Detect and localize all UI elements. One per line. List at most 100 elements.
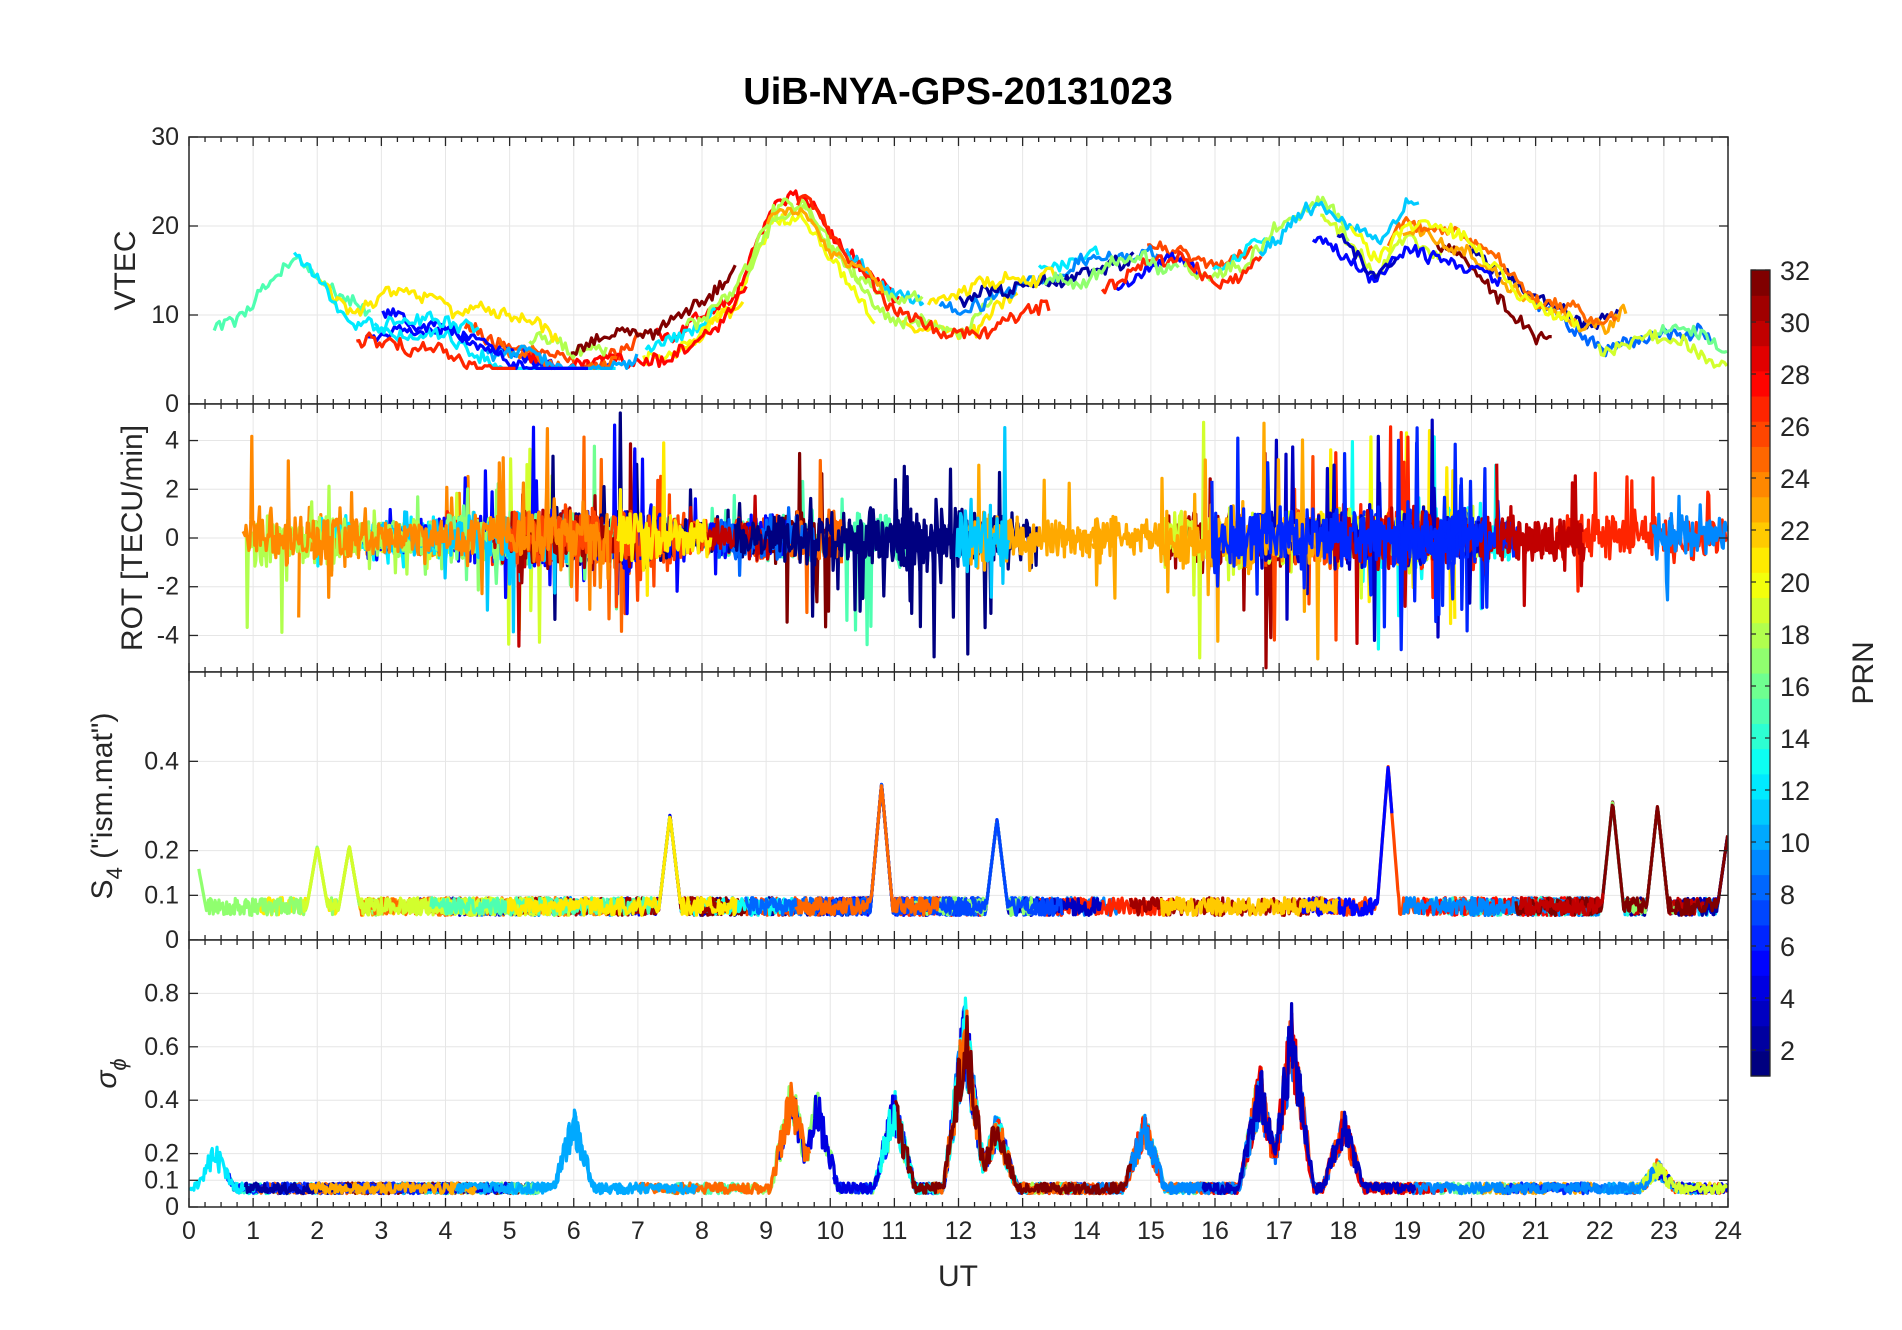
tick-marks <box>188 136 1729 405</box>
colorbar-segment <box>1751 798 1770 825</box>
series-lines <box>212 189 1728 370</box>
colorbar-segment <box>1751 370 1770 397</box>
y-tick-label: 0.4 <box>144 747 179 775</box>
x-tick-label: 9 <box>759 1217 773 1245</box>
colorbar-segment <box>1751 824 1770 850</box>
x-tick-label: 24 <box>1714 1217 1742 1245</box>
colorbar-segment <box>1751 673 1770 699</box>
y-tick-label: 0 <box>165 1193 179 1221</box>
y-tick-label: 20 <box>151 212 179 240</box>
colorbar-segment <box>1751 521 1770 548</box>
x-tick-label: 4 <box>439 1217 453 1245</box>
colorbar-tick-label: 4 <box>1780 984 1795 1014</box>
colorbar-tick-label: 16 <box>1780 672 1810 702</box>
series-line-prn-26 <box>463 321 646 370</box>
series-line-prn-9 <box>1651 494 1728 602</box>
series-line-prn-17 <box>1043 249 1180 290</box>
panel-s4: 0 0.1 0.2 0.4 S4 ("ism.mat") <box>86 671 1729 954</box>
series-line-prn-11 <box>955 426 1011 599</box>
tick-marks <box>188 672 1729 941</box>
colorbar-tick-label: 12 <box>1780 776 1810 806</box>
x-tick-label: 2 <box>310 1217 324 1245</box>
y-tick-label: 30 <box>151 123 179 151</box>
series-line-prn-12 <box>1212 237 1269 272</box>
x-tick-label: 0 <box>182 1217 196 1245</box>
colorbar-tick-label: 8 <box>1780 880 1795 910</box>
colorbar-segment <box>1751 345 1770 372</box>
series-line-prn-32 <box>570 264 737 356</box>
colorbar-tick-label: 6 <box>1780 932 1795 962</box>
y-tick-label: 0.1 <box>144 881 179 909</box>
series-line-prn-12 <box>644 306 717 353</box>
x-tick-label: 12 <box>945 1217 973 1245</box>
series-line-prn-15 <box>212 253 372 332</box>
series-lines <box>241 411 1728 670</box>
series-lines <box>189 996 1728 1196</box>
y-tick-label: -2 <box>157 573 179 601</box>
series-line-prn-30 <box>1495 463 1586 588</box>
colorbar-tick-label: 14 <box>1780 724 1810 754</box>
series-line-prn-27 <box>796 193 1051 340</box>
x-tick-label: 7 <box>631 1217 645 1245</box>
series-line-prn-21 <box>506 815 738 917</box>
colorbar-tick-label: 28 <box>1780 360 1810 390</box>
series-line-prn-12 <box>292 251 480 335</box>
y-tick-label: 0.2 <box>144 1140 179 1168</box>
y-tick-label: 0.4 <box>144 1086 179 1114</box>
y-axis-label: σϕ <box>90 1058 131 1088</box>
x-tick-label: 20 <box>1458 1217 1486 1245</box>
x-tick-label: 22 <box>1586 1217 1614 1245</box>
colorbar-tick-label: 10 <box>1780 828 1810 858</box>
colorbar-segment <box>1751 446 1770 473</box>
y-tick-label: 0.6 <box>144 1033 179 1061</box>
y-axis-label: ROT [TECU/min] <box>116 425 149 651</box>
series-line-prn-10 <box>484 344 639 370</box>
x-tick-label: 8 <box>695 1217 709 1245</box>
colorbar-tick-label: 2 <box>1780 1036 1795 1066</box>
series-line-prn-1 <box>734 478 966 629</box>
x-tick-label: 10 <box>816 1217 844 1245</box>
series-line-prn-9 <box>938 244 1160 316</box>
y-axis-label: S4 ("ism.mat") <box>86 713 127 900</box>
y-tick-label: 0 <box>165 926 179 954</box>
series-line-prn-3 <box>1201 1001 1417 1196</box>
tick-marks <box>188 404 1729 672</box>
series-line-prn-21 <box>616 441 713 597</box>
x-tick-label: 5 <box>503 1217 517 1245</box>
colorbar-segment <box>1751 471 1770 498</box>
series-line-prn-32 <box>893 1014 1133 1196</box>
x-tick-label: 13 <box>1009 1217 1037 1245</box>
colorbar-segment <box>1751 270 1770 296</box>
series-line-prn-18 <box>745 204 995 340</box>
colorbar-segment <box>1751 320 1770 347</box>
colorbar-segment <box>1751 849 1770 876</box>
series-line-prn-27 <box>355 331 516 370</box>
series-line-prn-19 <box>1637 1161 1728 1196</box>
series-line-prn-24 <box>241 434 455 599</box>
x-axis-label: UT <box>938 1260 978 1293</box>
colorbar-segment <box>1751 496 1770 523</box>
colorbar-segment <box>1751 572 1770 599</box>
series-line-prn-21 <box>926 266 1056 306</box>
series-line-prn-21 <box>315 275 560 343</box>
series-line-prn-16 <box>1651 323 1728 354</box>
panel-rot: -4 -2 0 2 4 ROT [TECU/min] <box>116 403 1729 673</box>
colorbar-segment <box>1751 698 1770 724</box>
colorbar-segment <box>1751 1025 1770 1052</box>
colorbar-segment <box>1751 547 1770 573</box>
x-tick-label: 6 <box>567 1217 581 1245</box>
x-tick-label: 18 <box>1329 1217 1357 1245</box>
panel-vtec: 0 10 20 30 VTEC <box>109 123 1729 418</box>
x-tick-label: 23 <box>1650 1217 1678 1245</box>
x-tick-label: 15 <box>1137 1217 1165 1245</box>
colorbar-segment <box>1751 874 1770 901</box>
x-tick-label: 11 <box>881 1217 907 1245</box>
y-tick-label: 0.2 <box>144 837 179 865</box>
x-tick-label: 21 <box>1522 1217 1550 1245</box>
series-line-prn-22 <box>1159 895 1339 918</box>
chart-title: UiB-NYA-GPS-20131023 <box>743 71 1172 113</box>
y-tick-label: 0.1 <box>144 1166 179 1194</box>
